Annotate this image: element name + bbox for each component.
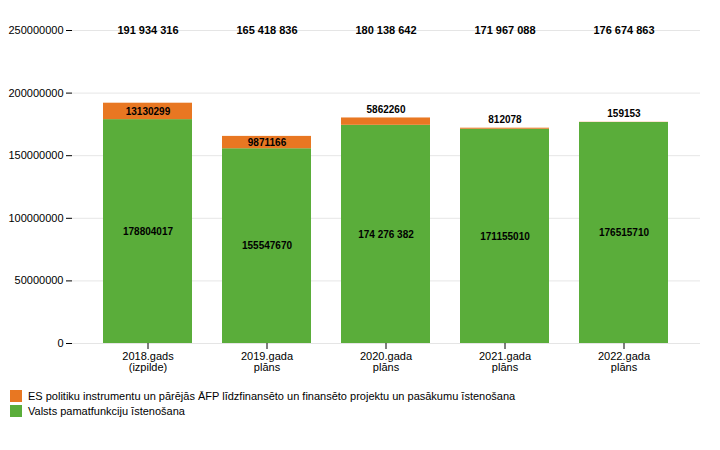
svg-text:2020.gadaplāns: 2020.gadaplāns xyxy=(360,350,413,373)
svg-text:176515710: 176515710 xyxy=(599,227,649,238)
svg-text:2019.gadaplāns: 2019.gadaplāns xyxy=(241,350,294,373)
html-text:Valsts pamatfunkciju īstenošan: Valsts pamatfunkciju īstenošana xyxy=(28,405,185,417)
svg-text:180 138 642: 180 138 642 xyxy=(355,24,416,36)
svg-text:9871166: 9871166 xyxy=(248,137,287,148)
svg-text:159153: 159153 xyxy=(607,108,641,119)
svg-text:178804017: 178804017 xyxy=(123,226,173,237)
svg-text:50000000: 50000000 xyxy=(15,274,64,286)
svg-text:165 418 836: 165 418 836 xyxy=(236,24,297,36)
svg-text:250000000: 250000000 xyxy=(8,24,63,36)
svg-text:2022.gadaplāns: 2022.gadaplāns xyxy=(598,350,651,373)
svg-text:0: 0 xyxy=(57,337,63,349)
svg-text:200000000: 200000000 xyxy=(8,87,63,99)
svg-text:100000000: 100000000 xyxy=(8,212,63,224)
svg-text:150000000: 150000000 xyxy=(8,149,63,161)
svg-text:13130299: 13130299 xyxy=(126,106,171,117)
svg-text:2018.gads(izpilde): 2018.gads(izpilde) xyxy=(122,350,174,373)
svg-text:171 967 088: 171 967 088 xyxy=(474,24,535,36)
svg-text:176 674 863: 176 674 863 xyxy=(593,24,654,36)
svg-text:2021.gadaplāns: 2021.gadaplāns xyxy=(479,350,532,373)
svg-text:155547670: 155547670 xyxy=(242,240,292,251)
html-text:ES politiku instrumentu un pār: ES politiku instrumentu un pārējās ĀFP l… xyxy=(28,390,516,402)
svg-text:191 934 316: 191 934 316 xyxy=(117,24,178,36)
svg-text:5862260: 5862260 xyxy=(367,104,406,115)
svg-text:171155010: 171155010 xyxy=(480,231,530,242)
svg-text:812078: 812078 xyxy=(488,114,522,125)
svg-text:174 276 382: 174 276 382 xyxy=(358,229,414,240)
